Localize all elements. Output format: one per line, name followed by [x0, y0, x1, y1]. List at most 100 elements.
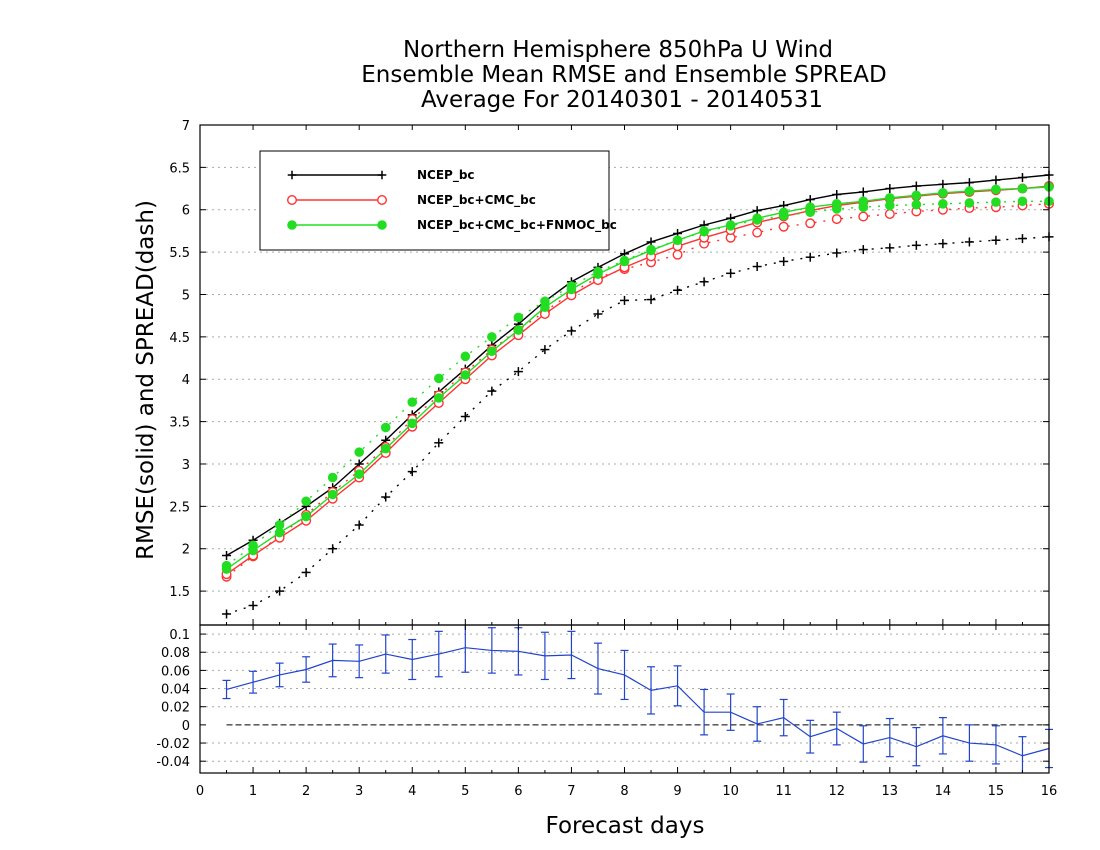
- filled-circle-marker: [301, 496, 311, 507]
- x-tick-label: 16: [1041, 784, 1058, 799]
- bottom-y-tick-label: -0.04: [156, 755, 190, 770]
- bottom-y-tick-label: 0.1: [169, 628, 190, 643]
- error-bar: [912, 727, 921, 767]
- error-bar: [859, 725, 868, 763]
- filled-circle-marker: [911, 199, 922, 210]
- filled-circle-marker: [248, 545, 258, 556]
- bottom-y-tick-label: -0.02: [156, 737, 190, 752]
- bottom-y-tick-label: 0.06: [161, 664, 190, 679]
- top-y-tick-label: 2: [182, 543, 190, 558]
- x-tick-label: 3: [355, 784, 363, 799]
- plus-marker: [275, 586, 285, 596]
- x-tick-label: 14: [935, 784, 952, 799]
- bottom-y-tick-label: 0.02: [161, 701, 190, 716]
- x-tick-label: 12: [828, 784, 845, 799]
- top-y-tick-label: 3.5: [169, 416, 190, 431]
- plus-marker: [964, 237, 974, 247]
- filled-circle-marker: [221, 564, 232, 574]
- plus-marker: [991, 175, 1001, 185]
- x-tick-label: 5: [461, 784, 469, 799]
- plus-marker: [885, 184, 895, 194]
- filled-circle-marker: [938, 199, 948, 209]
- x-tick-label: 7: [567, 784, 575, 799]
- filled-circle-marker: [274, 527, 285, 538]
- filled-circle-marker: [938, 187, 948, 198]
- bottom-y-tick-label: 0.04: [161, 683, 190, 698]
- filled-circle-marker: [619, 256, 630, 267]
- plus-marker: [858, 187, 868, 197]
- open-circle-marker: [805, 218, 816, 229]
- error-bar: [1018, 736, 1027, 773]
- top-y-tick-label: 1.5: [169, 585, 190, 600]
- error-bar: [540, 631, 549, 681]
- filled-circle-marker: [380, 443, 391, 454]
- x-tick-label: 15: [988, 784, 1005, 799]
- x-tick-label: 1: [249, 784, 257, 799]
- filled-circle-marker: [1017, 196, 1028, 207]
- x-tick-label: 6: [514, 784, 522, 799]
- error-bar: [620, 649, 629, 701]
- plus-marker: [248, 601, 258, 611]
- error-bar: [567, 630, 576, 680]
- plus-marker: [646, 295, 656, 305]
- filled-circle-marker: [964, 198, 975, 208]
- filled-circle-marker: [885, 193, 895, 203]
- error-bar: [965, 724, 974, 762]
- open-circle-marker: [778, 221, 789, 232]
- x-tick-label: 9: [673, 784, 681, 799]
- x-tick-label: 2: [302, 784, 310, 799]
- filled-circle-marker: [911, 190, 922, 201]
- filled-circle-marker: [380, 422, 391, 433]
- filled-circle-marker: [699, 226, 709, 236]
- plus-marker: [885, 243, 895, 253]
- error-bar: [806, 719, 815, 754]
- top-y-tick-label: 7: [182, 119, 190, 134]
- plus-marker: [858, 245, 868, 255]
- plus-marker: [938, 179, 948, 189]
- top-panel-series: [221, 170, 1054, 619]
- chart-title: Northern Hemisphere 850hPa U Wind Ensemb…: [361, 37, 886, 113]
- plus-marker: [911, 240, 921, 250]
- bottom-panel-frame: [199, 624, 1050, 774]
- filled-circle-marker: [487, 346, 497, 357]
- plus-marker: [328, 544, 338, 554]
- open-circle-marker: [377, 194, 388, 205]
- plus-marker: [354, 520, 364, 530]
- error-bar: [700, 688, 709, 736]
- bottom-y-tick-label: 0.08: [161, 646, 190, 661]
- error-bar: [593, 642, 602, 695]
- filled-circle-marker: [407, 418, 418, 429]
- top-y-tick-label: 3: [182, 458, 190, 473]
- open-circle-marker: [672, 249, 683, 260]
- filled-circle-marker: [487, 332, 497, 342]
- plus-marker: [938, 239, 948, 249]
- error-bar: [328, 643, 337, 678]
- plus-marker: [991, 235, 1001, 245]
- x-tick-label: 13: [882, 784, 899, 799]
- filled-circle-marker: [460, 370, 471, 380]
- plus-marker: [460, 412, 470, 422]
- filled-circle-marker: [991, 184, 1001, 195]
- bottom-y-tick-label: 0: [182, 719, 190, 734]
- error-bar: [222, 679, 231, 700]
- x-tick-label: 0: [196, 784, 204, 799]
- filled-circle-marker: [672, 235, 683, 246]
- plus-marker: [566, 326, 576, 336]
- plus-marker: [301, 567, 311, 577]
- difference-line: [226, 647, 1050, 757]
- chart-title-line-1: Northern Hemisphere 850hPa U Wind: [403, 37, 833, 63]
- error-bar: [753, 706, 762, 742]
- filled-circle-marker: [805, 202, 816, 213]
- plus-marker: [779, 256, 789, 266]
- top-y-tick-label: 5.5: [169, 246, 190, 261]
- filled-circle-marker: [831, 199, 842, 209]
- legend-label: NCEP_bc+CMC_bc+FNMOC_bc: [417, 218, 617, 233]
- plus-marker: [222, 551, 232, 561]
- filled-circle-marker: [354, 447, 364, 457]
- plus-marker: [1017, 173, 1027, 183]
- filled-circle-marker: [778, 207, 789, 218]
- filled-circle-marker: [646, 245, 656, 256]
- open-circle-marker: [831, 214, 842, 225]
